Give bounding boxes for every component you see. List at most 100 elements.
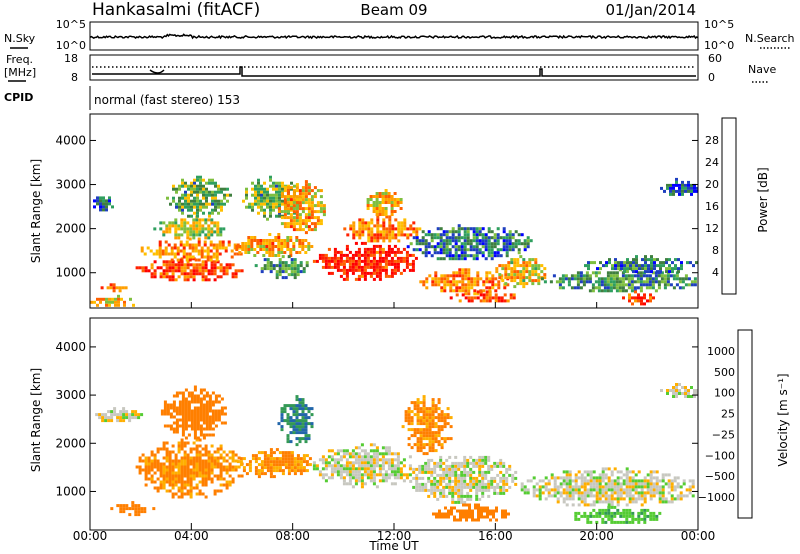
power-y-axis: 1000 2000 3000 4000 <box>55 133 698 280</box>
power-ytick-label-3: 4000 <box>55 133 86 147</box>
nave-tick-bottom: 0 <box>708 71 715 84</box>
power-colorbar-frame <box>721 117 737 295</box>
nave-tick-top: 60 <box>708 52 722 65</box>
velocity-echo-region-12 <box>660 383 698 398</box>
power-echo-region-16 <box>449 290 516 303</box>
velocity-colorbar-label: Velocity [m s⁻¹] <box>776 373 790 466</box>
velocity-echo-region-6 <box>312 443 412 489</box>
nsky-label: N.Sky <box>4 32 36 45</box>
power-colorbar-tick-3: 16 <box>705 200 719 213</box>
power-ytick-label-1: 2000 <box>55 222 86 236</box>
power-colorbar-tick-6: 4 <box>712 266 719 279</box>
time-axis: 00:00 04:00 08:00 12:00 16:00 20:00 00:00 <box>73 302 716 543</box>
power-echo-region-2 <box>100 283 128 293</box>
beam-title: Beam 09 <box>360 1 427 19</box>
nsky-tick-bottom: 10^0 <box>56 39 86 52</box>
station-title: Hankasalmi (fitACF) <box>92 0 260 20</box>
velocity-ytick-label-3: 4000 <box>55 340 86 354</box>
velocity-echo-region-0 <box>95 407 144 423</box>
nave-label: Nave <box>748 63 776 76</box>
nsky-tick-top: 10^5 <box>56 18 86 31</box>
freq-tick-top: 18 <box>64 52 78 65</box>
velocity-ylabel: Slant Range [km] <box>29 368 43 472</box>
power-echo-region-18 <box>540 268 697 293</box>
power-echo-region-19 <box>584 255 698 274</box>
velocity-echo-region-3 <box>160 385 227 440</box>
power-echo-region-5 <box>153 215 226 240</box>
velocity-echo-region-2 <box>135 438 244 499</box>
velocity-echo-region-8 <box>409 455 518 504</box>
power-echo-region-6 <box>166 175 232 218</box>
power-colorbar-tick-4: 12 <box>705 222 719 235</box>
date-title: 01/Jan/2014 <box>606 1 697 19</box>
power-ylabel: Slant Range [km] <box>29 159 43 263</box>
velocity-ytick-label-2: 3000 <box>55 388 86 402</box>
time-xlabel: Time UT <box>368 539 419 553</box>
power-ytick-label-0: 1000 <box>55 266 86 280</box>
velocity-echo-region-4 <box>236 448 312 479</box>
power-colorbar-label: Power [dB] <box>756 167 770 232</box>
velocity-colorbar-tick-0: 1000 <box>707 345 735 358</box>
velocity-echo-region-11 <box>574 505 662 524</box>
velocity-colorbar-tick-7: −1000 <box>698 491 735 504</box>
velocity-colorbar-tick-1: 500 <box>714 366 735 379</box>
velocity-colorbar-tick-4: −25 <box>712 428 735 441</box>
velocity-echo-region-5 <box>277 395 314 447</box>
nsearch-tick-top: 10^5 <box>704 18 734 31</box>
velocity-ytick-label-1: 2000 <box>55 436 86 450</box>
power-echo-region-7 <box>235 233 314 257</box>
velocity-colorbar-tick-5: −100 <box>705 449 735 462</box>
power-echo-region-4 <box>140 237 243 262</box>
power-echo-region-12 <box>343 215 422 243</box>
power-colorbar-tick-0: 28 <box>705 134 719 147</box>
power-colorbar-tick-2: 20 <box>705 178 719 191</box>
power-echo-region-17 <box>495 255 547 289</box>
nsky-strip-frame <box>89 21 699 51</box>
nsky-series-line <box>89 33 699 40</box>
xtick-label-4: 16:00 <box>478 529 513 543</box>
freq-unit-label: [MHz] <box>4 66 36 79</box>
cpid-text: normal (fast stereo) 153 <box>94 93 240 107</box>
xtick-label-5: 20:00 <box>579 529 614 543</box>
power-colorbar-tick-5: 8 <box>712 244 719 257</box>
nsearch-label: N.Search <box>745 32 795 45</box>
velocity-colorbar-tick-3: 25 <box>721 408 735 421</box>
power-heatmap <box>90 175 698 307</box>
freq-label: Freq. <box>6 53 33 66</box>
power-echo-region-13 <box>366 189 403 216</box>
freq-dip-mark <box>149 69 165 74</box>
velocity-echo-region-7 <box>401 395 453 456</box>
power-colorbar: 28 24 20 16 12 8 4 <box>705 117 737 295</box>
power-echo-region-21 <box>660 177 698 196</box>
power-echo-region-3 <box>135 257 244 282</box>
power-ytick-label-2: 3000 <box>55 178 86 192</box>
nsearch-tick-bottom: 10^0 <box>704 39 734 52</box>
power-colorbar-tick-1: 24 <box>705 156 719 169</box>
velocity-colorbar-tick-2: 100 <box>714 387 735 400</box>
velocity-colorbar: 1000 500 100 25 −25 −100 −500 −1000 <box>698 329 753 519</box>
power-echo-region-0 <box>93 196 114 212</box>
velocity-echo-region-1 <box>110 501 156 517</box>
power-echo-region-20 <box>622 290 655 306</box>
xtick-label-1: 04:00 <box>174 529 209 543</box>
velocity-echo-region-9 <box>432 503 510 522</box>
cpid-label: CPID <box>4 91 33 104</box>
freq-series-line <box>92 66 696 77</box>
power-echo-region-14 <box>406 224 533 261</box>
xtick-label-6: 00:00 <box>681 529 716 543</box>
xtick-label-3: 12:00 <box>377 529 412 543</box>
xtick-label-2: 08:00 <box>275 529 310 543</box>
power-echo-region-10 <box>277 180 326 235</box>
velocity-colorbar-frame <box>737 329 753 519</box>
velocity-y-axis: 1000 2000 3000 4000 <box>55 340 698 498</box>
power-echo-region-1 <box>90 294 135 307</box>
power-echo-region-11 <box>312 241 418 281</box>
freq-tick-bottom: 8 <box>71 71 78 84</box>
freq-strip-frame <box>89 54 699 81</box>
xtick-label-0: 00:00 <box>73 529 108 543</box>
velocity-colorbar-tick-6: −500 <box>705 470 735 483</box>
velocity-ytick-label-0: 1000 <box>55 484 86 498</box>
velocity-heatmap <box>95 383 698 524</box>
velocity-echo-region-10 <box>520 467 698 507</box>
